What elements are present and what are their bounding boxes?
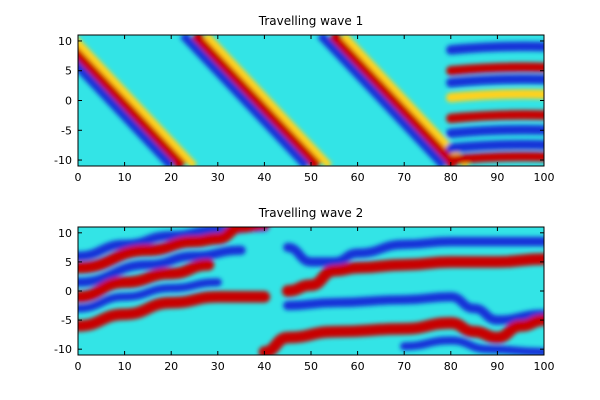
x-tick-label: 90 — [490, 171, 504, 184]
wave-stripe — [327, 35, 460, 166]
x-tick-label: 10 — [118, 360, 132, 373]
x-tick-label: 80 — [444, 360, 458, 373]
y-tick-label: -10 — [54, 343, 72, 356]
x-tick-label: 80 — [444, 171, 458, 184]
wave-stripe — [341, 35, 470, 166]
turbulent-band — [446, 151, 544, 165]
heatmap-2 — [78, 227, 544, 355]
x-tick-label: 90 — [490, 360, 504, 373]
turbulent-band — [446, 62, 544, 76]
x-tick-label: 20 — [164, 171, 178, 184]
wave-stripe — [190, 35, 323, 166]
wave-stripe — [179, 35, 310, 166]
x-tick-label: 60 — [351, 360, 365, 373]
wave-path — [258, 314, 544, 355]
wave-stripe — [78, 37, 198, 166]
x-tick-label: 30 — [211, 171, 225, 184]
x-tick-label: 50 — [304, 360, 318, 373]
wave-path — [281, 253, 544, 297]
wave-stripe — [317, 35, 447, 166]
x-tick-label: 100 — [534, 171, 555, 184]
x-tick-label: 30 — [211, 360, 225, 373]
y-tick-label: 0 — [65, 95, 72, 108]
turbulent-band — [446, 139, 544, 153]
y-tick-label: -5 — [61, 124, 72, 137]
x-tick-label: 40 — [257, 171, 271, 184]
turbulent-band — [446, 74, 544, 88]
wave-path — [78, 245, 246, 287]
turbulent-band — [446, 124, 544, 139]
y-tick-label: -10 — [54, 154, 72, 167]
heatmap-1 — [78, 35, 544, 166]
wave-stripe — [78, 46, 188, 166]
x-tick-label: 60 — [351, 171, 365, 184]
x-tick-label: 0 — [75, 171, 82, 184]
y-tick-label: 5 — [65, 256, 72, 269]
wave-stripe — [203, 35, 333, 166]
x-tick-label: 20 — [164, 360, 178, 373]
x-tick-label: 0 — [75, 360, 82, 373]
x-tick-label: 100 — [534, 360, 555, 373]
chart-title: Travelling wave 1 — [258, 14, 363, 28]
turbulent-band — [446, 89, 544, 103]
wave-path — [78, 227, 270, 274]
chart-title: Travelling wave 2 — [258, 206, 363, 220]
x-tick-label: 40 — [257, 360, 271, 373]
wave-path — [400, 336, 544, 355]
y-tick-label: -5 — [61, 314, 72, 327]
turbulent-band — [446, 110, 544, 124]
wave-path — [283, 236, 544, 267]
turbulent-band — [446, 41, 544, 55]
wave-path — [78, 278, 222, 313]
y-tick-label: 5 — [65, 65, 72, 78]
wave-path — [78, 290, 271, 332]
wave-stripe — [78, 61, 175, 166]
x-tick-label: 70 — [397, 171, 411, 184]
wave-path — [78, 258, 215, 303]
wave-path — [283, 292, 544, 325]
x-tick-label: 50 — [304, 171, 318, 184]
x-tick-label: 70 — [397, 360, 411, 373]
y-tick-label: 10 — [58, 227, 72, 240]
y-tick-label: 10 — [58, 35, 72, 48]
y-tick-label: 0 — [65, 285, 72, 298]
x-tick-label: 10 — [118, 171, 132, 184]
